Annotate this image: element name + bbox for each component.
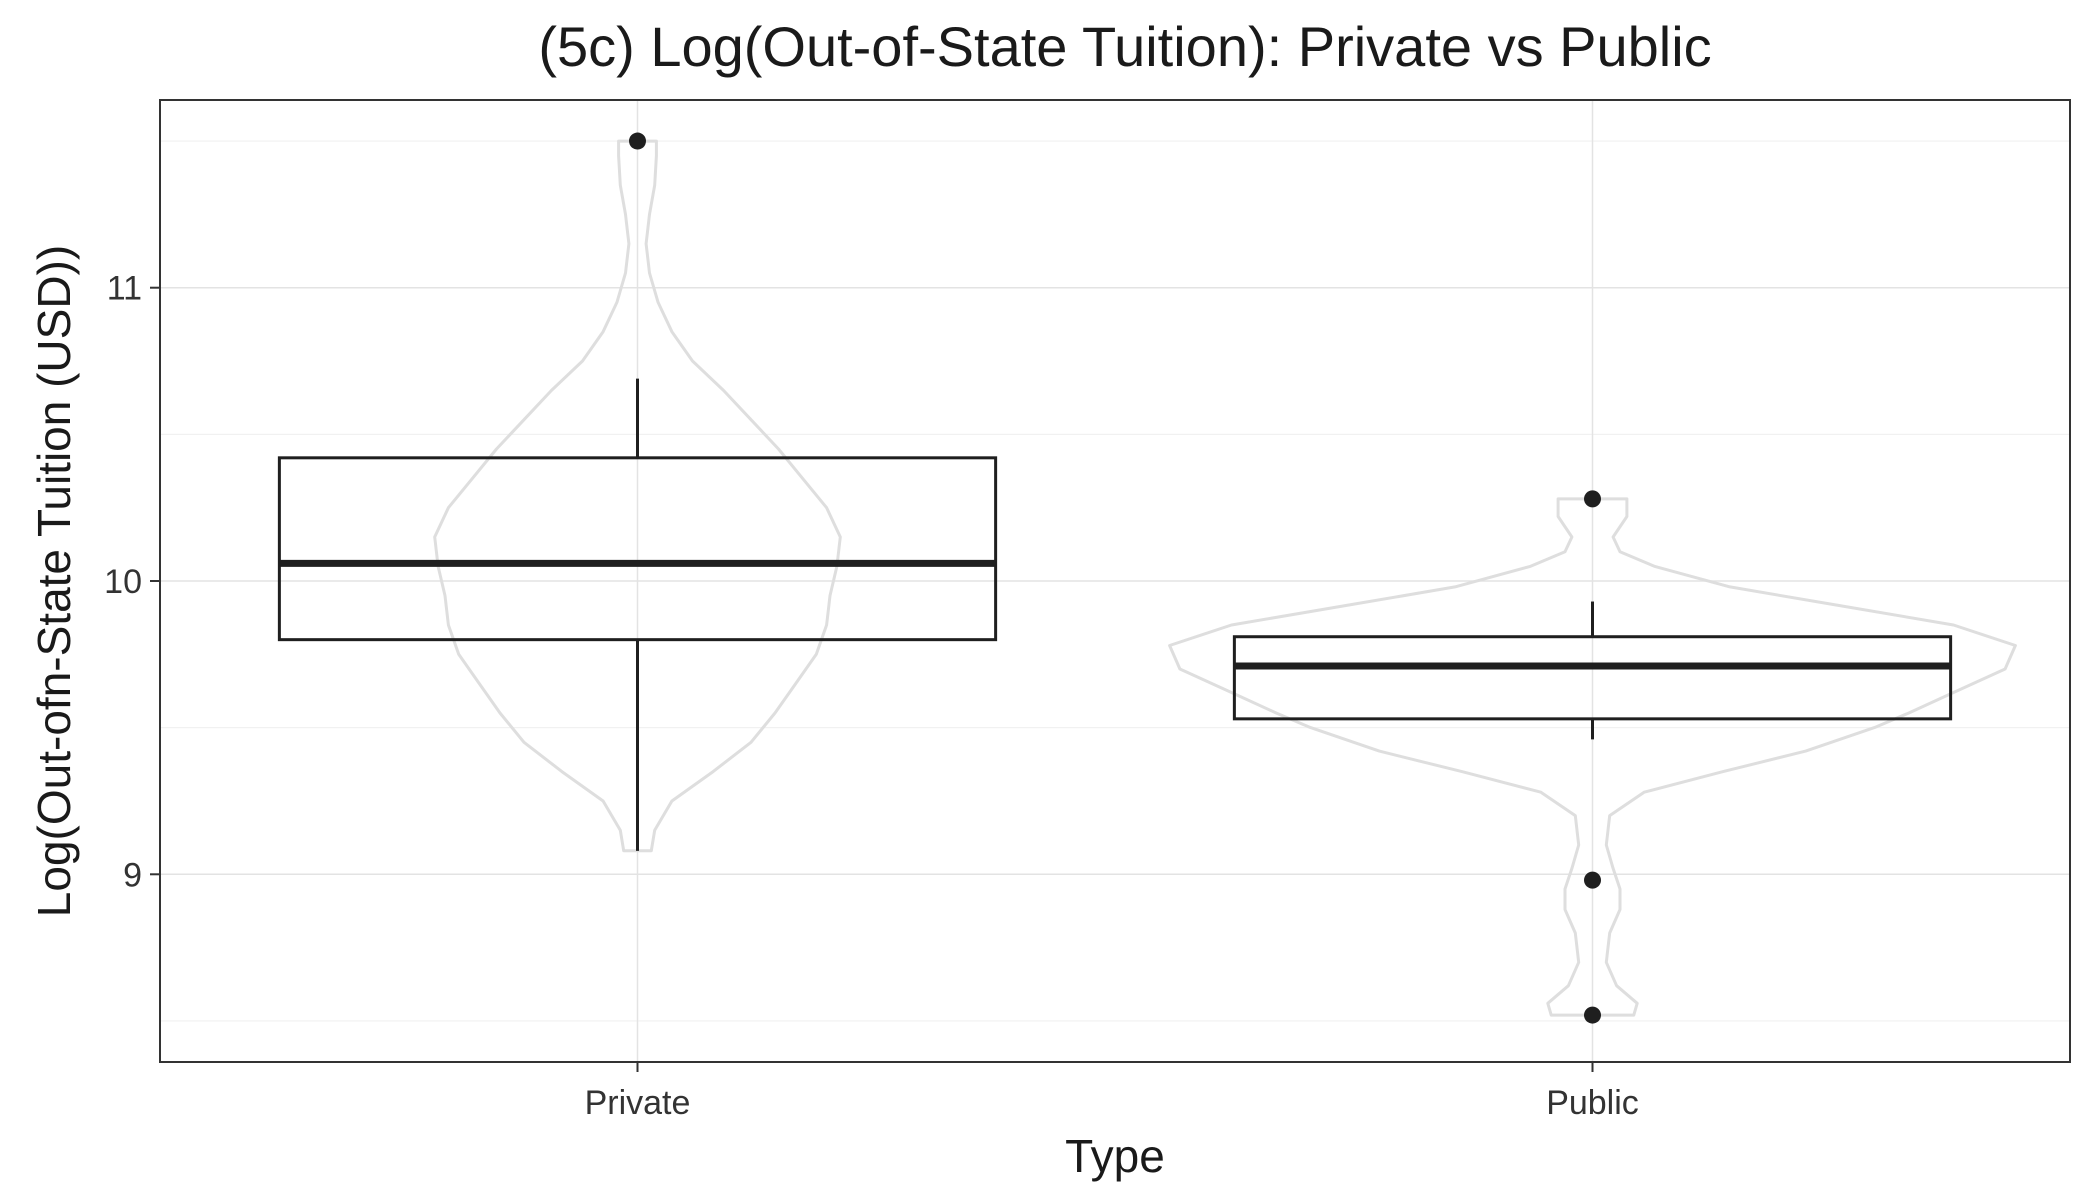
box-public <box>1232 635 1953 721</box>
outlier-point-private <box>629 132 646 150</box>
outlier-points <box>629 132 1601 1024</box>
violins <box>433 139 2017 1017</box>
x-axis-title: Type <box>1065 1130 1165 1182</box>
y-axis-title: Log(Out-ofn-State Tuition (USD)) <box>28 245 80 917</box>
violin-private <box>433 139 842 853</box>
outlier-point-public <box>1584 1006 1601 1024</box>
x-axis: Private Public <box>585 1062 1639 1122</box>
outlier-point-public <box>1584 871 1601 889</box>
x-tick-label: Public <box>1546 1084 1639 1122</box>
x-tick-label: Private <box>585 1084 691 1122</box>
outlier-point-public <box>1584 490 1601 508</box>
y-axis: 9 10 11 <box>104 270 160 894</box>
y-tick-label: 11 <box>107 270 142 308</box>
plot-panel <box>159 99 2071 1063</box>
y-tick-label: 10 <box>104 563 142 601</box>
chart-title: (5c) Log(Out-of-State Tuition): Private … <box>538 15 1711 78</box>
violin-public <box>1168 497 2017 1017</box>
gridlines <box>160 100 2070 1062</box>
box-private <box>277 456 998 642</box>
boxplots <box>277 378 1953 851</box>
y-tick-label: 9 <box>123 856 142 894</box>
